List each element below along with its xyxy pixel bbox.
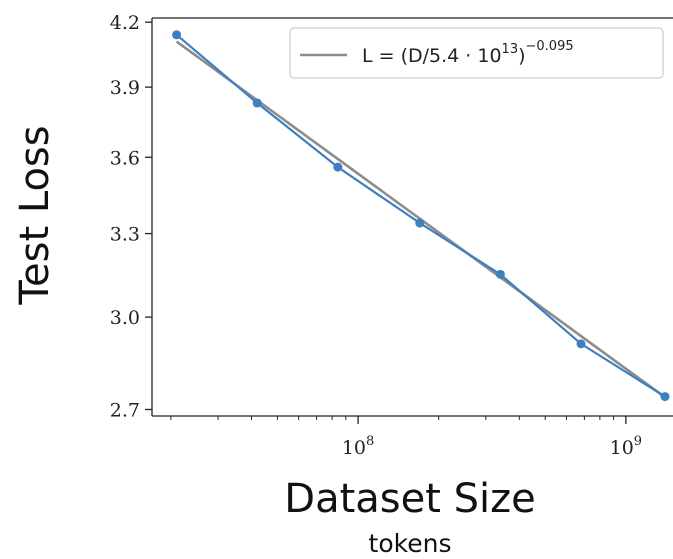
legend-exp13: 13 bbox=[502, 42, 519, 57]
x-axis-subtitle: tokens bbox=[369, 529, 452, 558]
data-point bbox=[415, 218, 425, 228]
y-tick-label: 4.2 bbox=[110, 12, 140, 34]
x-tick-exponent: 9 bbox=[634, 434, 642, 449]
y-axis-title: Test Loss bbox=[12, 125, 58, 305]
x-tick-label: 109 bbox=[610, 434, 642, 459]
y-tick-label: 3.3 bbox=[110, 224, 140, 246]
y-axis-ticks: 2.7 3.0 3.3 3.6 3.9 4.2 bbox=[110, 12, 152, 421]
legend-label: L = (D/5.4 · 1013)−0.095 bbox=[362, 39, 574, 67]
plot-frame bbox=[151, 17, 673, 417]
y-tick-label: 3.6 bbox=[110, 147, 140, 169]
x-tick-label: 108 bbox=[342, 434, 374, 459]
legend-exponent: −0.095 bbox=[526, 39, 574, 54]
data-point bbox=[172, 30, 182, 40]
legend-prefix: L = (D/5.4 · 10 bbox=[362, 45, 502, 67]
legend: L = (D/5.4 · 1013)−0.095 bbox=[289, 27, 664, 79]
data-point bbox=[576, 339, 586, 349]
data-point bbox=[252, 98, 262, 108]
legend-close: ) bbox=[518, 45, 525, 67]
x-tick-base: 10 bbox=[610, 437, 634, 459]
series-layer bbox=[172, 30, 670, 402]
x-tick-base: 10 bbox=[342, 437, 366, 459]
x-axis-title: Dataset Size bbox=[284, 476, 535, 522]
data-point bbox=[495, 269, 505, 279]
y-tick-label: 2.7 bbox=[110, 399, 140, 421]
data-point bbox=[333, 162, 343, 172]
data-point bbox=[660, 392, 670, 402]
x-tick-exponent: 8 bbox=[366, 434, 374, 449]
y-tick-label: 3.0 bbox=[110, 307, 140, 329]
legend-box bbox=[289, 27, 664, 79]
y-tick-label: 3.9 bbox=[110, 77, 140, 99]
x-axis-ticks: 108 109 bbox=[170, 416, 642, 459]
